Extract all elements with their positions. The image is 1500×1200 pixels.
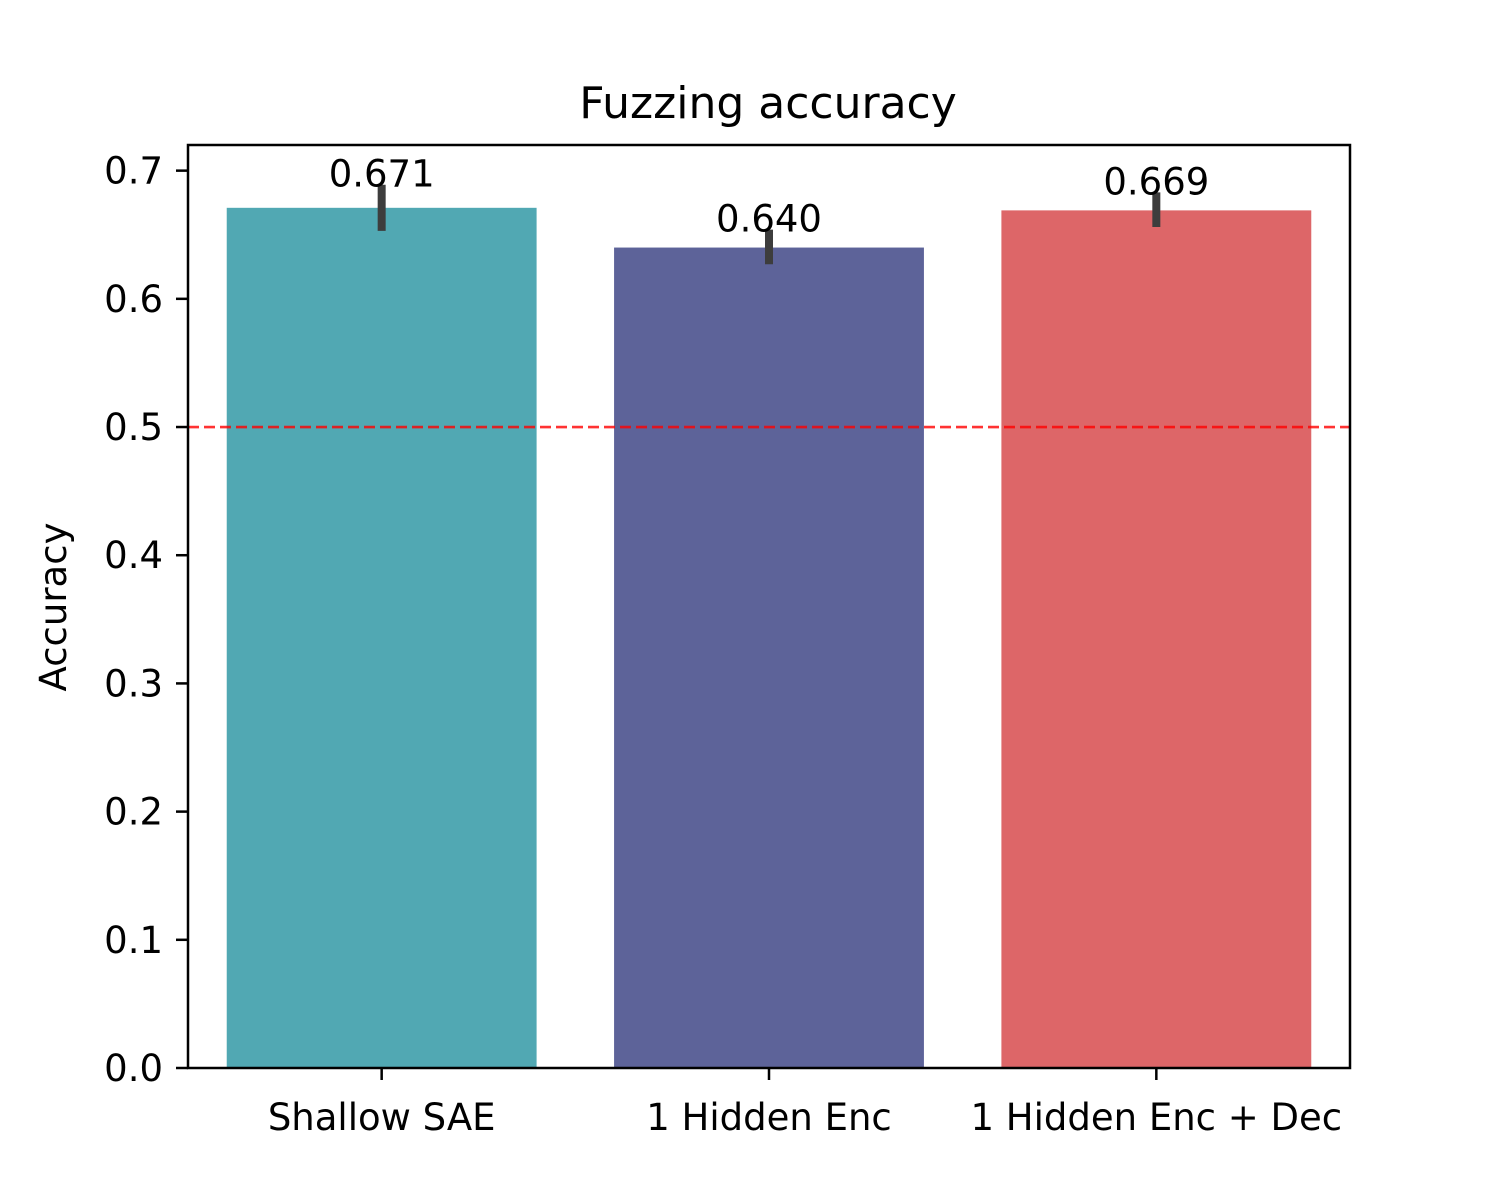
y-tick-label-6: 0.6: [104, 278, 163, 321]
y-tick-label-4: 0.4: [104, 534, 163, 577]
y-tick-label-2: 0.2: [104, 791, 163, 834]
y-tick-label-7: 0.7: [104, 150, 163, 193]
bar-0: [226, 207, 537, 1068]
data-label-2: 0.669: [1103, 160, 1209, 203]
bar-1: [614, 247, 924, 1069]
x-tick-label-2: 1 Hidden Enc + Dec: [971, 1096, 1343, 1139]
chart-title: Fuzzing accuracy: [579, 78, 957, 129]
bar-2: [1001, 210, 1312, 1069]
y-tick-label-5: 0.5: [104, 406, 163, 449]
data-label-0: 0.671: [329, 153, 435, 196]
x-tick-label-1: 1 Hidden Enc: [646, 1096, 892, 1139]
y-tick-label-1: 0.1: [104, 919, 163, 962]
y-axis-label: Accuracy: [32, 523, 75, 692]
x-tick-label-0: Shallow SAE: [268, 1096, 496, 1139]
plot-area: 0.671 0.640 0.669 0.0 0.1 0.2 0.3 0.4 0.5 0.6 0.7 S…: [104, 143, 1352, 1139]
y-tick-label-3: 0.3: [104, 662, 163, 705]
y-tick-label-0: 0.0: [104, 1047, 163, 1090]
data-label-1: 0.640: [716, 198, 822, 241]
